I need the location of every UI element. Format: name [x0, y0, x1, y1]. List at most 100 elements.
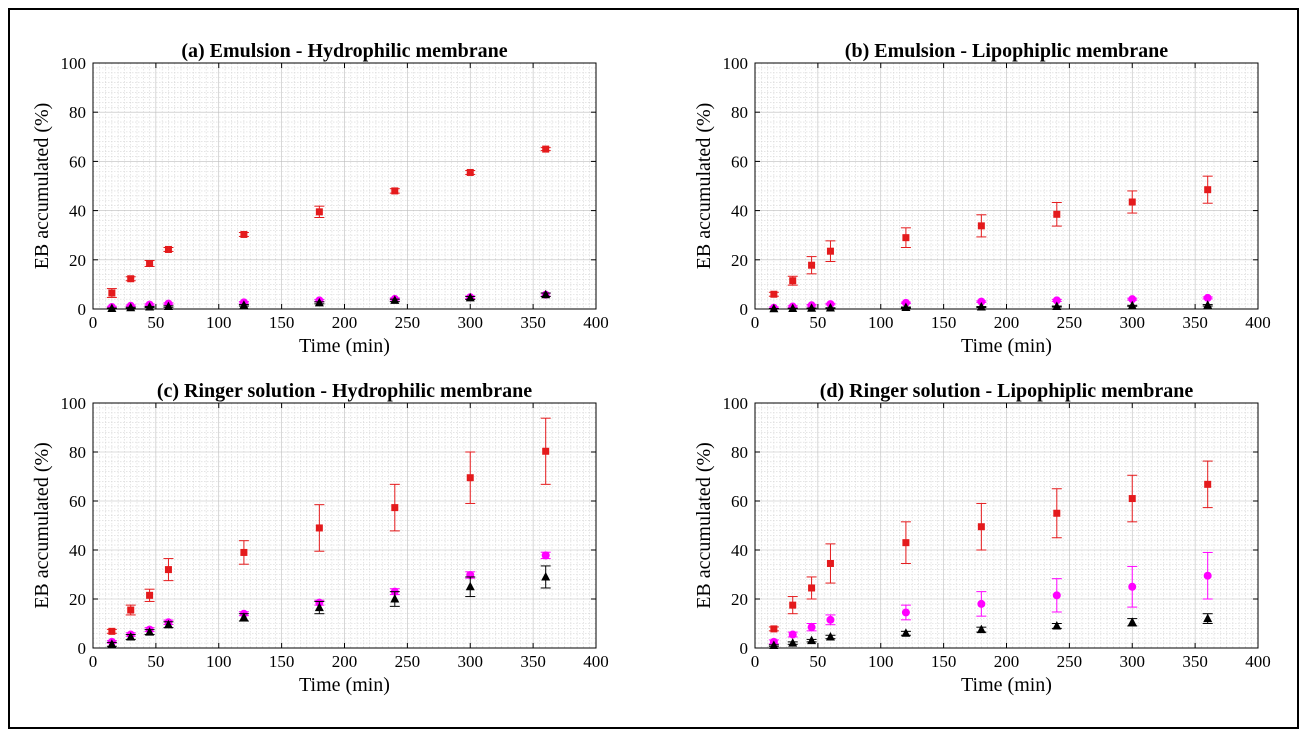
data-point-circle	[1128, 295, 1137, 304]
y-tick-label: 20	[731, 590, 748, 609]
data-point-square	[315, 208, 323, 216]
y-tick-label: 60	[69, 152, 86, 171]
data-point-triangle	[1203, 300, 1213, 309]
data-point-circle	[1203, 293, 1212, 302]
data-point-triangle	[126, 631, 136, 641]
y-tick-label: 20	[731, 251, 748, 270]
chart-title: (c) Ringer solution - Hydrophilic membra…	[157, 380, 532, 402]
y-tick-label: 0	[740, 300, 749, 319]
data-point-triangle	[825, 303, 835, 312]
chart-panel-1: 0 50 100 150 200 250 300 350 400 0 20 40 60 80 100 (a) …	[31, 40, 609, 357]
data-point-square	[808, 261, 816, 269]
x-tick-label: 100	[868, 313, 894, 332]
chart-panel-2: 0 50 100 150 200 250 300 350 400 0 20 40 60 80 100 (b) …	[693, 40, 1271, 357]
data-point-circle	[1052, 591, 1061, 600]
series-2	[106, 290, 551, 312]
y-tick-label: 80	[69, 103, 86, 122]
x-tick-label: 400	[1245, 313, 1271, 332]
data-point-triangle	[769, 640, 779, 650]
data-point-circle	[807, 623, 816, 632]
y-tick-label: 40	[69, 202, 86, 221]
chart-title: (d) Ringer solution - Lipophiplic membra…	[820, 380, 1194, 402]
y-tick-label: 40	[69, 541, 86, 560]
data-point-square	[127, 606, 135, 614]
y-tick-label: 60	[69, 492, 86, 511]
x-tick-label: 0	[751, 652, 760, 671]
y-tick-label: 80	[731, 103, 748, 122]
y-tick-label: 40	[731, 541, 748, 560]
data-point-triangle	[239, 300, 249, 309]
series-3	[106, 289, 551, 313]
data-point-square	[391, 187, 399, 195]
data-point-triangle	[807, 635, 817, 645]
series-2	[768, 551, 1213, 646]
data-point-circle	[977, 599, 986, 608]
data-point-square	[1204, 480, 1212, 488]
data-point-triangle	[145, 627, 155, 636]
data-point-triangle	[807, 303, 817, 312]
x-tick-label: 400	[1245, 652, 1271, 671]
data-point-triangle	[1052, 301, 1062, 311]
data-point-square	[826, 559, 834, 567]
y-tick-label: 100	[723, 394, 749, 413]
data-point-triangle	[465, 581, 475, 591]
y-tick-label: 40	[731, 202, 748, 221]
data-point-square	[127, 275, 135, 283]
y-tick-label: 100	[723, 54, 749, 73]
data-point-square	[240, 548, 248, 556]
data-point-triangle	[541, 289, 551, 299]
data-point-circle	[541, 551, 550, 560]
x-tick-label: 250	[1057, 652, 1083, 671]
y-tick-label: 0	[740, 639, 749, 658]
data-point-triangle	[788, 638, 798, 647]
x-axis-label: Time (min)	[299, 674, 390, 696]
data-point-triangle	[976, 624, 986, 634]
x-tick-label: 300	[458, 313, 484, 332]
x-tick-label: 250	[395, 652, 421, 671]
x-tick-label: 300	[1120, 313, 1146, 332]
data-point-square	[146, 591, 154, 599]
data-point-triangle	[1203, 613, 1213, 623]
y-tick-label: 100	[61, 54, 87, 73]
x-tick-label: 250	[1057, 313, 1083, 332]
data-point-triangle	[901, 302, 911, 312]
data-point-triangle	[163, 619, 173, 629]
series-3	[768, 300, 1213, 313]
x-tick-label: 200	[994, 313, 1020, 332]
data-point-triangle	[465, 292, 475, 302]
x-axis-label: Time (min)	[961, 335, 1052, 357]
series-1	[106, 417, 551, 635]
x-tick-label: 150	[269, 652, 295, 671]
x-tick-label: 150	[269, 313, 295, 332]
x-tick-label: 400	[583, 652, 609, 671]
data-point-square	[902, 234, 910, 242]
x-tick-label: 50	[809, 313, 826, 332]
x-tick-label: 200	[332, 652, 358, 671]
data-point-square	[542, 145, 550, 153]
x-tick-label: 200	[332, 313, 358, 332]
series-3	[768, 613, 1213, 650]
x-tick-label: 0	[89, 313, 98, 332]
x-tick-label: 350	[1182, 313, 1208, 332]
y-tick-label: 80	[731, 443, 748, 462]
data-point-circle	[901, 608, 910, 617]
x-axis-label: Time (min)	[299, 335, 390, 357]
data-point-triangle	[390, 594, 400, 603]
data-point-square	[315, 524, 323, 532]
data-point-triangle	[390, 295, 400, 304]
data-point-square	[826, 247, 834, 255]
x-tick-label: 350	[520, 652, 546, 671]
data-point-square	[466, 474, 474, 482]
y-tick-label: 20	[69, 251, 86, 270]
data-point-square	[770, 625, 778, 633]
data-point-square	[770, 290, 778, 298]
data-point-triangle	[126, 302, 136, 312]
data-point-square	[789, 277, 797, 285]
data-point-square	[977, 523, 985, 531]
x-tick-label: 50	[147, 313, 164, 332]
data-point-triangle	[239, 612, 249, 621]
data-point-circle	[1128, 582, 1137, 591]
data-point-triangle	[145, 302, 155, 311]
data-point-square	[789, 601, 797, 609]
